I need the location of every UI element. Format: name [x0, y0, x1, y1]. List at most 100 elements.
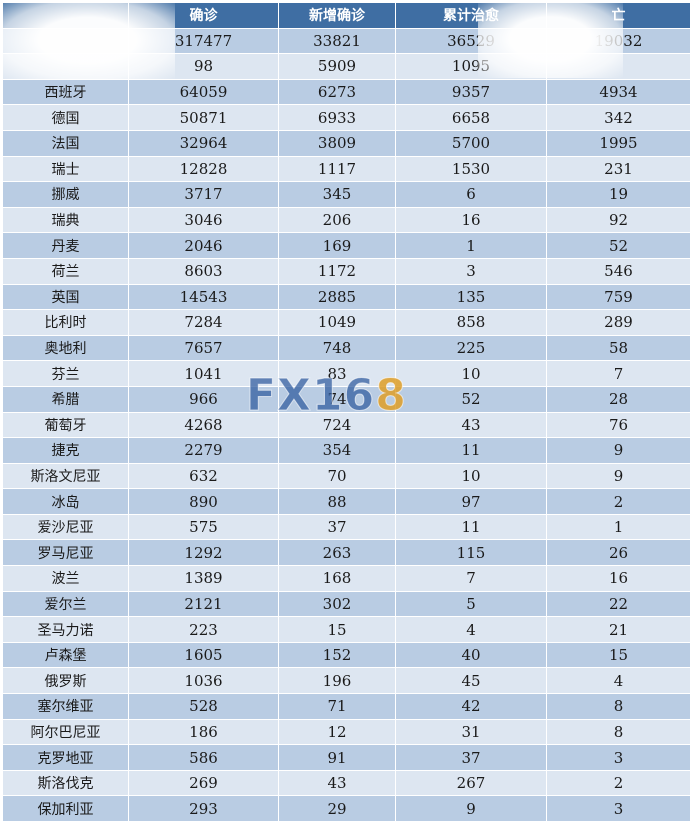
cell-recovered: 1530: [395, 155, 547, 183]
cell-deaths: 342: [546, 104, 691, 131]
cell-new-confirmed: 5909: [278, 53, 396, 80]
cell-country: 荷兰: [2, 257, 129, 285]
table-row: 俄罗斯 1036 196 45 4: [2, 667, 691, 695]
cell-country: 阿尔巴尼亚: [2, 718, 129, 746]
cell-confirmed: 3717: [128, 181, 279, 208]
cell-confirmed: 8603: [128, 257, 279, 285]
cell-recovered: 31: [395, 718, 547, 746]
cell-country: 爱沙尼亚: [2, 513, 129, 541]
cell-recovered: 37: [395, 744, 547, 771]
cell-deaths: 2: [546, 488, 691, 515]
header-deaths: 亡: [546, 2, 691, 29]
cell-recovered: 7: [395, 565, 547, 592]
table-row: 克罗地亚 586 91 37 3: [2, 744, 691, 771]
cell-recovered: 1: [395, 232, 547, 259]
cell-recovered: 43: [395, 411, 547, 439]
cell-country: 英国: [2, 283, 129, 311]
cell-new-confirmed: 6273: [278, 78, 396, 106]
cell-deaths: 4934: [546, 78, 691, 106]
table-row: 317477 33821 36529 19032: [2, 27, 691, 55]
cell-confirmed: 269: [128, 769, 279, 797]
cell-new-confirmed: 263: [278, 539, 396, 567]
cell-recovered: 4: [395, 616, 547, 643]
cell-new-confirmed: 91: [278, 744, 396, 771]
cell-new-confirmed: 302: [278, 590, 396, 618]
table-row: 保加利亚 293 29 9 3: [2, 795, 691, 822]
table-row: 瑞士 12828 1117 1530 231: [2, 155, 691, 183]
cell-recovered: 11: [395, 437, 547, 464]
table-row: 法国 32964 3809 5700 1995: [2, 129, 691, 157]
table-row: 挪威 3717 345 6 19: [2, 181, 691, 208]
header-recovered: 累计治愈: [395, 2, 547, 29]
cell-new-confirmed: 354: [278, 437, 396, 464]
cell-deaths: 289: [546, 309, 691, 336]
cell-deaths: 4: [546, 667, 691, 695]
cell-recovered: 42: [395, 693, 547, 720]
cell-country: 法国: [2, 129, 129, 157]
cell-deaths: 3: [546, 795, 691, 822]
cell-country: 塞尔维亚: [2, 693, 129, 720]
cell-new-confirmed: 15: [278, 616, 396, 643]
cell-country: 德国: [2, 104, 129, 131]
cell-country: 保加利亚: [2, 795, 129, 822]
cell-deaths: 1995: [546, 129, 691, 157]
cell-new-confirmed: 70: [278, 462, 396, 490]
cell-new-confirmed: 1172: [278, 257, 396, 285]
cell-deaths: 16: [546, 565, 691, 592]
table-row: 罗马尼亚 1292 263 115 26: [2, 539, 691, 567]
cell-new-confirmed: 37: [278, 513, 396, 541]
cell-new-confirmed: 1049: [278, 309, 396, 336]
cell-recovered: 267: [395, 769, 547, 797]
cell-recovered: 10: [395, 462, 547, 490]
cell-deaths: 19: [546, 181, 691, 208]
table-row: 葡萄牙 4268 724 43 76: [2, 411, 691, 439]
cell-deaths: 7: [546, 360, 691, 387]
cell-country: 斯洛伐克: [2, 769, 129, 797]
cell-confirmed: 1605: [128, 641, 279, 669]
cell-recovered: 40: [395, 641, 547, 669]
cell-deaths: 759: [546, 283, 691, 311]
cell-new-confirmed: 83: [278, 360, 396, 387]
cell-deaths: [546, 53, 691, 80]
cell-new-confirmed: 345: [278, 181, 396, 208]
cell-deaths: 26: [546, 539, 691, 567]
cell-new-confirmed: 43: [278, 769, 396, 797]
cell-deaths: 231: [546, 155, 691, 183]
cell-deaths: 2: [546, 769, 691, 797]
table-row: 卢森堡 1605 152 40 15: [2, 641, 691, 669]
cell-country: 瑞典: [2, 206, 129, 234]
table-row: 芬兰 1041 83 10 7: [2, 360, 691, 387]
cell-confirmed: 12828: [128, 155, 279, 183]
cell-country: 希腊: [2, 385, 129, 413]
cell-country: 芬兰: [2, 360, 129, 387]
cell-country: 俄罗斯: [2, 667, 129, 695]
cell-recovered: 97: [395, 488, 547, 515]
cell-country: 丹麦: [2, 232, 129, 259]
cell-confirmed: 586: [128, 744, 279, 771]
cell-country: 波兰: [2, 565, 129, 592]
cell-deaths: 28: [546, 385, 691, 413]
cell-country: 克罗地亚: [2, 744, 129, 771]
cell-country: 卢森堡: [2, 641, 129, 669]
cell-new-confirmed: 2885: [278, 283, 396, 311]
cell-recovered: 6658: [395, 104, 547, 131]
cell-confirmed: 4268: [128, 411, 279, 439]
cell-new-confirmed: 1117: [278, 155, 396, 183]
cell-confirmed: 14543: [128, 283, 279, 311]
cell-deaths: 15: [546, 641, 691, 669]
cell-confirmed: 50871: [128, 104, 279, 131]
table-row: 荷兰 8603 1172 3 546: [2, 257, 691, 285]
cell-confirmed: 890: [128, 488, 279, 515]
cell-confirmed: 966: [128, 385, 279, 413]
cell-recovered: 11: [395, 513, 547, 541]
table-row: 瑞典 3046 206 16 92: [2, 206, 691, 234]
cell-country: [2, 53, 129, 80]
cell-recovered: 5700: [395, 129, 547, 157]
cell-deaths: 9: [546, 462, 691, 490]
cell-recovered: 225: [395, 334, 547, 362]
cell-country: 比利时: [2, 309, 129, 336]
cell-confirmed: 64059: [128, 78, 279, 106]
cell-country: 爱尔兰: [2, 590, 129, 618]
